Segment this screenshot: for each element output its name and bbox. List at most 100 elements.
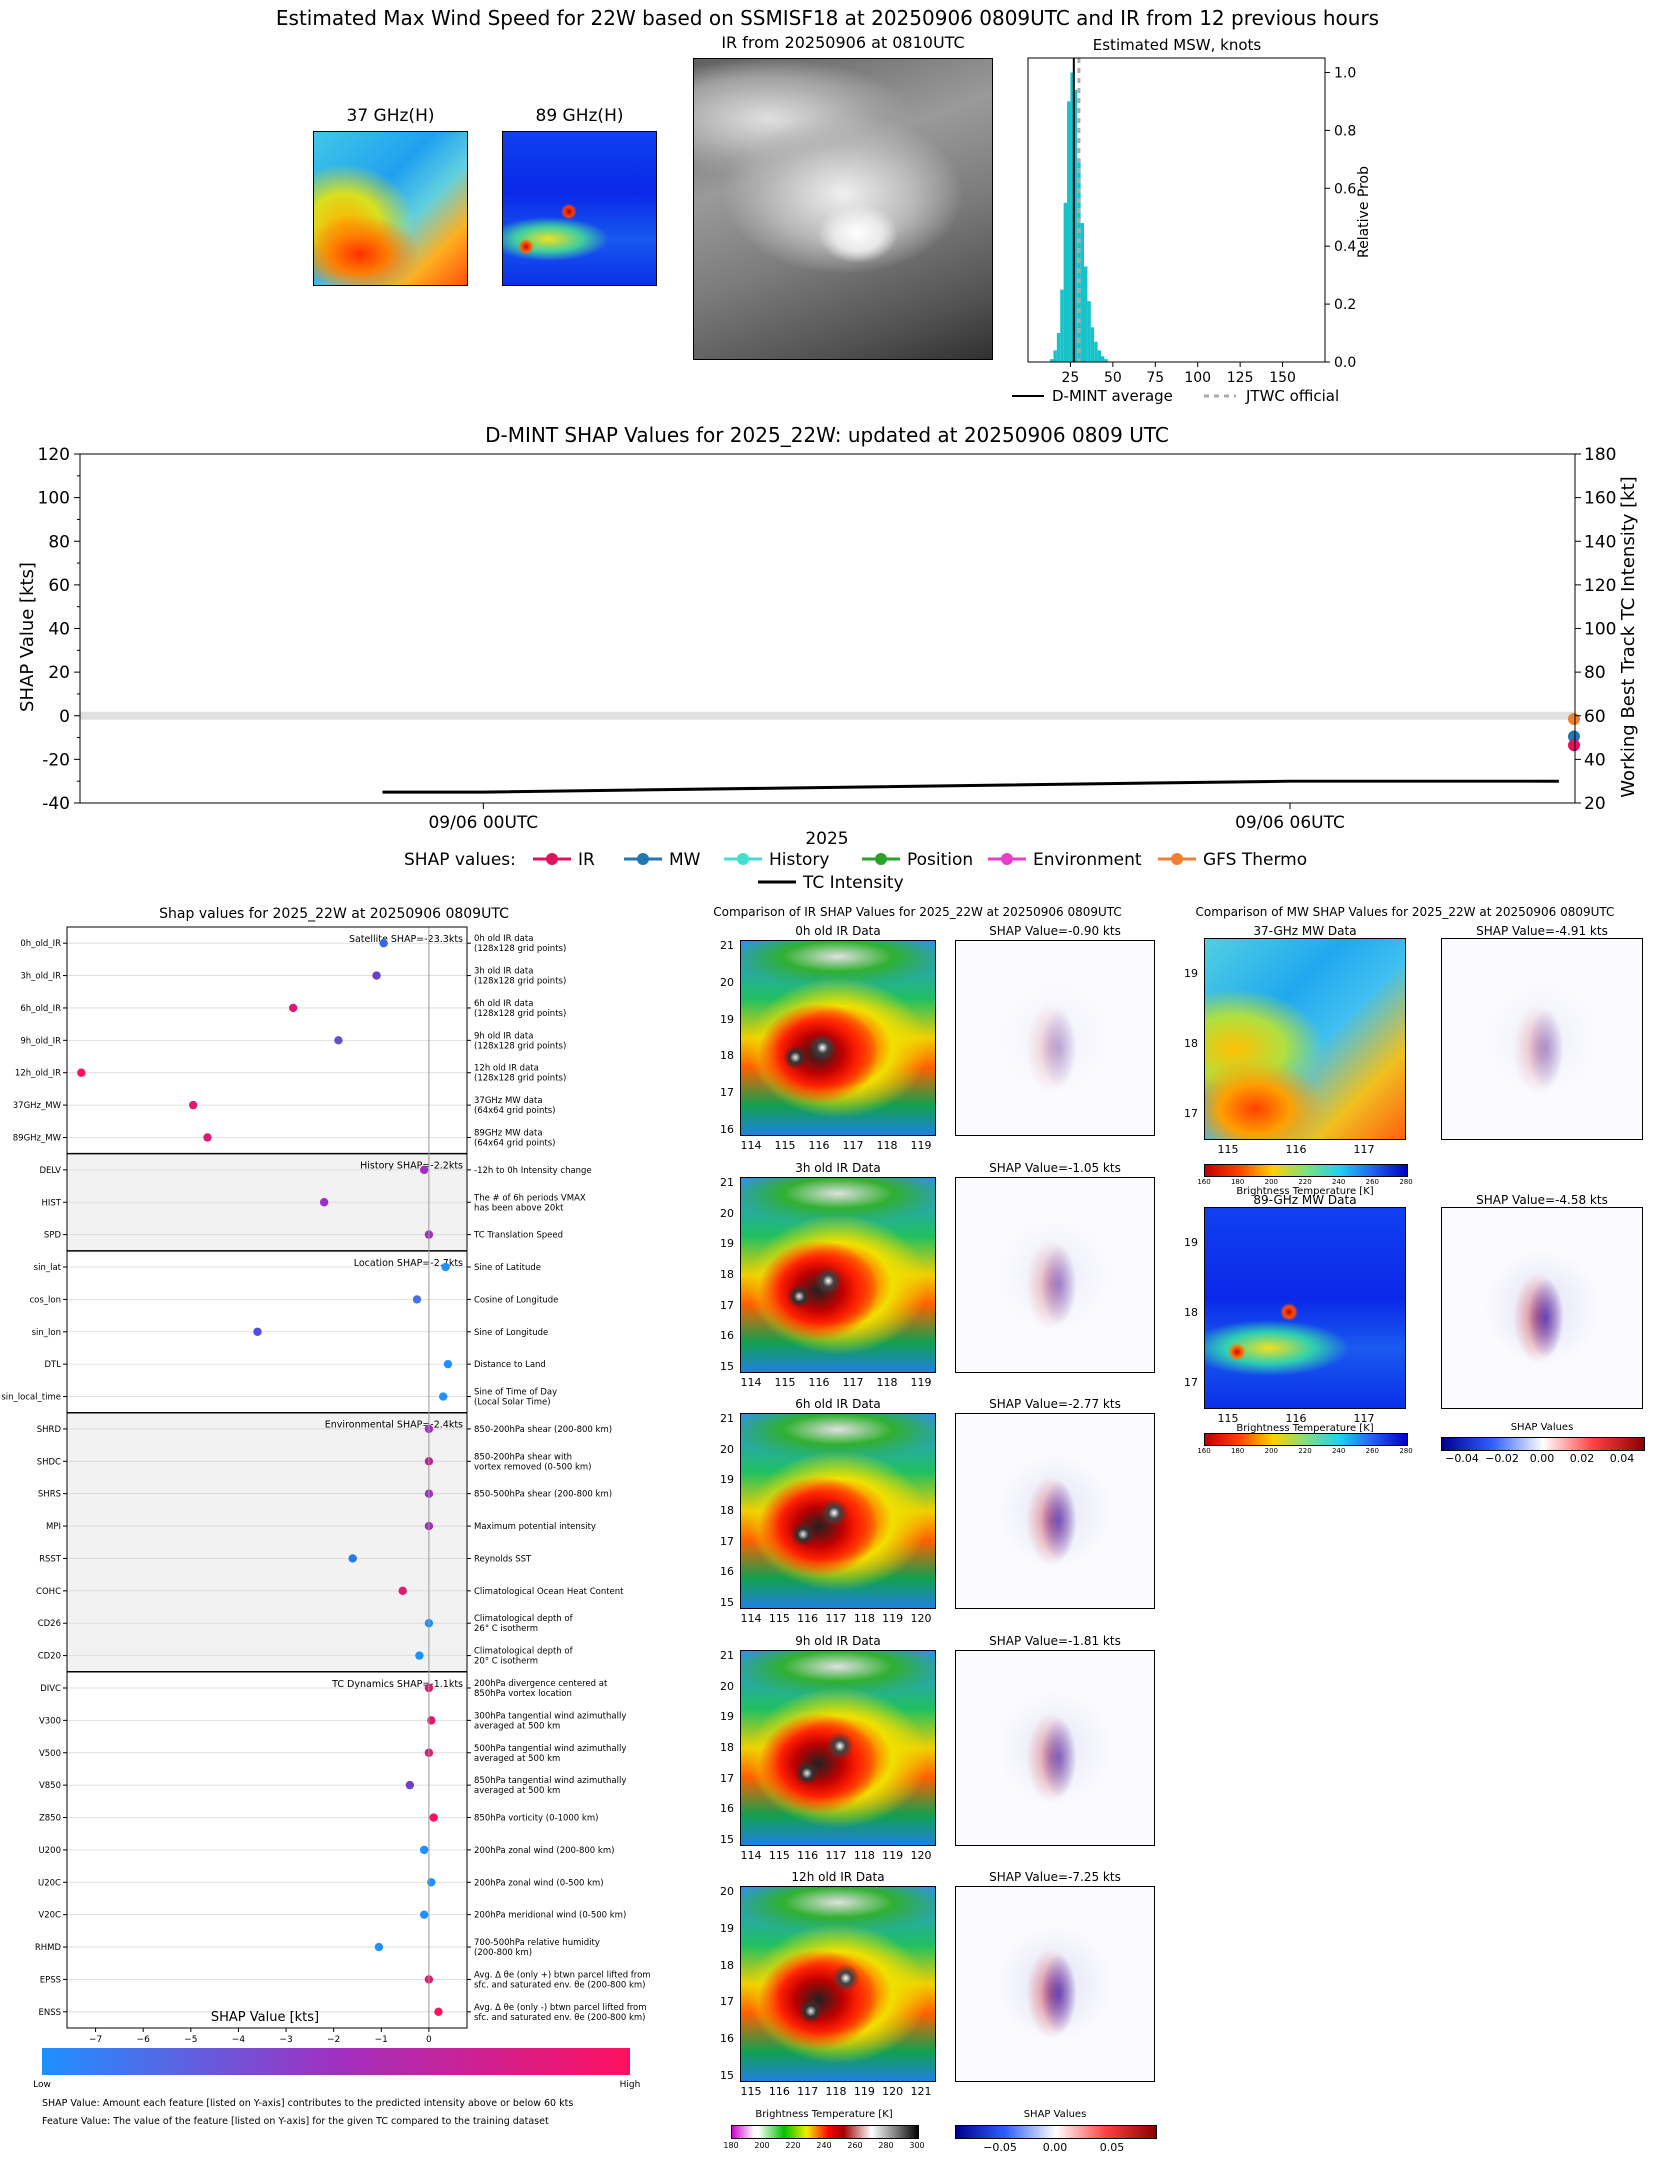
timeseries-y2tick: 20	[1584, 794, 1606, 814]
ir-shap-tick: −0.05	[983, 2141, 1017, 2154]
histogram-ytick: 0.6	[1334, 181, 1356, 197]
histogram-xtick: 125	[1227, 370, 1254, 386]
shap-note-line1: SHAP Value: Amount each feature [listed …	[42, 2098, 573, 2109]
feature-description: (128x128 grid points)	[474, 944, 566, 954]
ir-xtick: 120	[910, 1849, 932, 1862]
mw-shap-image	[1441, 1207, 1643, 1409]
mw-ytick: 17	[1184, 1376, 1198, 1389]
ir-ytick: 21	[720, 1412, 734, 1425]
mw-bt-colorbar	[1204, 1164, 1408, 1177]
timeseries-y2tick: 180	[1584, 445, 1616, 465]
timeseries-y2tick: 60	[1584, 707, 1606, 727]
histogram-bar	[1053, 350, 1057, 362]
shap-note-line2: Feature Value: The value of the feature …	[42, 2116, 549, 2127]
timeseries-ytick: 120	[38, 445, 70, 465]
ir-ytick: 15	[720, 1360, 734, 1373]
feature-name: MPI	[46, 1522, 61, 1532]
feature-name: U20C	[38, 1878, 61, 1888]
legend-marker	[875, 853, 887, 865]
ir-bt-tick: 220	[785, 2141, 801, 2150]
feature-description: Climatological depth of	[474, 1614, 574, 1624]
feature-description: 200hPa meridional wind (0-500 km)	[474, 1911, 626, 1921]
panel-37ghz-image	[313, 131, 468, 286]
mw-bt-colorbar	[1204, 1433, 1408, 1446]
shap-summary-title: Shap values for 2025_22W at 20250906 080…	[159, 906, 509, 922]
feature-name: Z850	[39, 1814, 61, 1824]
timeseries-ytick: -40	[42, 794, 70, 814]
feature-name: sin_lon	[32, 1328, 61, 1338]
mw-bt-tick: 160	[1197, 1447, 1211, 1455]
ir-shap-title: SHAP Value=-1.81 kts	[989, 1634, 1121, 1648]
legend-prefix: SHAP values:	[404, 850, 516, 870]
ir-xtick: 118	[876, 1376, 898, 1389]
ir-xtick: 114	[740, 1139, 762, 1152]
mw-xtick: 116	[1285, 1143, 1307, 1156]
ir-row-title: 6h old IR Data	[795, 1397, 881, 1411]
shap-timeseries-legend: SHAP values: IR MW History Position Environme…	[404, 850, 1307, 893]
legend-entry: IR	[578, 850, 595, 870]
ir-ytick: 16	[720, 2032, 734, 2046]
histogram-bar	[1087, 301, 1091, 362]
summary-frame	[66, 926, 468, 2029]
ir-ytick: 16	[720, 1565, 734, 1579]
feature-name: DTL	[45, 1360, 62, 1370]
shap-point	[405, 1780, 415, 1790]
summary-xtick: −4	[232, 2035, 246, 2045]
feature-description: 0h old IR data	[474, 934, 533, 944]
shap-point	[441, 1262, 450, 1272]
ir-ytick: 20	[720, 1885, 734, 1898]
feature-description: Sine of Longitude	[474, 1328, 548, 1338]
ir-xtick: 114	[740, 1849, 762, 1862]
feature-description: 850hPa tangential wind azimuthally	[474, 1776, 626, 1786]
ir-ytick: 19	[720, 1710, 734, 1724]
ir-xtick: 118	[825, 2085, 847, 2098]
ir-row-title: 12h old IR Data	[791, 1870, 885, 1884]
ir-bt-tick: 240	[816, 2141, 832, 2150]
ir-ytick: 18	[720, 1268, 734, 1281]
histogram-bar	[1063, 202, 1068, 362]
feature-description: The # of 6h periods VMAX	[473, 1193, 586, 1203]
mw-bt-tick: 240	[1331, 1178, 1346, 1186]
timeseries-ytick: -20	[42, 750, 70, 770]
shap-point	[77, 1068, 86, 1077]
ir-data-image	[740, 1886, 936, 2082]
ir-shap-image	[955, 1413, 1155, 1609]
feature-name: EPSS	[40, 1975, 61, 1985]
timeseries-y2tick: 120	[1584, 576, 1616, 596]
shap-timeseries-title: D-MINT SHAP Values for 2025_22W: updated…	[485, 423, 1169, 447]
feature-description: (64x64 grid points)	[474, 1138, 555, 1148]
feature-name: sin_lat	[34, 1263, 62, 1273]
feature-name: V850	[39, 1781, 61, 1791]
ir-xtick: 117	[842, 1376, 864, 1389]
ir-compare-title: Comparison of IR SHAP Values for 2025_22…	[713, 905, 1122, 919]
ir-xtick: 116	[808, 1139, 830, 1152]
feature-description: averaged at 500 km	[474, 1721, 560, 1731]
ir-shap-title: SHAP Value=-0.90 kts	[989, 924, 1121, 938]
ir-ytick: 17	[720, 1771, 734, 1785]
feature-description: TC Translation Speed	[473, 1231, 563, 1241]
mw-bt-tick: 220	[1298, 1178, 1312, 1186]
ir-ytick: 20	[720, 975, 734, 989]
mw-shap-title: SHAP Value=-4.58 kts	[1476, 1193, 1608, 1207]
legend-marker	[637, 853, 649, 865]
msw-histogram-chart: Estimated MSW, knots 25 50 75 100 125 150 0.0 0…	[1012, 36, 1372, 405]
histogram-bar	[1070, 72, 1074, 362]
feature-description: (Local Solar Time)	[474, 1398, 551, 1408]
histogram-bar	[1100, 356, 1105, 362]
ir-ytick: 17	[720, 1086, 734, 1100]
mw-bt-colorbar-label: Brightness Temperature [K]	[1236, 1186, 1374, 1197]
mw-bt-tick: 220	[1298, 1447, 1312, 1455]
timeseries-ytick: 0	[59, 707, 70, 727]
ir-row-title: 3h old IR Data	[795, 1161, 881, 1175]
timeseries-xtick: 09/06 06UTC	[1235, 813, 1345, 833]
timeseries-y2tick: 100	[1584, 620, 1616, 640]
mw-bt-tick: 280	[1399, 1447, 1413, 1455]
timeseries-ytick: 80	[48, 532, 70, 552]
mw-bt-tick: 260	[1365, 1447, 1380, 1455]
ir-image	[693, 58, 993, 360]
ir-shap-image	[955, 1177, 1155, 1373]
ir-ytick: 15	[720, 1833, 734, 1846]
feature-description: 850-200hPa shear with	[474, 1452, 572, 1462]
mw-shap-colorbar-label: SHAP Values	[1510, 1422, 1574, 1433]
ir-ytick: 18	[720, 1958, 734, 1972]
